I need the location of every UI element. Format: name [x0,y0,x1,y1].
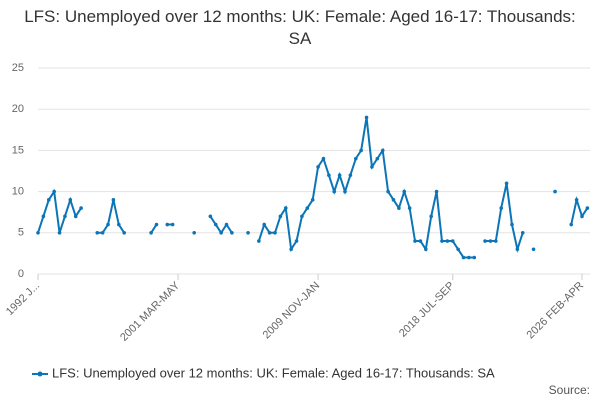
y-tick-label: 5 [18,227,24,239]
data-point [407,206,412,210]
data-point [456,247,460,252]
data-point [106,222,110,227]
data-point [472,255,477,260]
data-point [149,231,153,235]
data-point [424,247,428,252]
data-point [57,231,62,235]
data-point [316,165,320,169]
data-point [170,222,175,227]
data-point [79,206,83,210]
data-point [100,231,105,235]
data-point [359,148,363,153]
data-point [375,156,380,161]
data-point [294,239,299,243]
data-point [111,198,116,202]
data-point [257,239,261,243]
data-point [413,239,417,243]
data-point [273,231,277,235]
data-point [380,148,385,153]
data-point [574,198,579,202]
data-point [461,255,466,260]
data-point [397,206,401,210]
data-point [52,189,56,194]
source-label: Source: [549,383,590,397]
data-point [337,173,342,177]
data-point [391,198,396,202]
data-point [267,231,272,235]
data-point [310,198,315,202]
x-tick-label: 2018 JUL-SEP [397,280,457,340]
series-line [37,117,589,259]
x-tick-label: 2001 MAR-MAY [118,279,183,344]
data-point [95,231,100,235]
y-tick-label: 25 [12,62,24,74]
y-tick-label: 15 [12,144,24,156]
data-point [445,239,450,243]
data-point [165,222,170,227]
data-point [327,173,331,177]
data-point [283,206,288,210]
data-point [580,214,584,219]
data-point [230,231,234,235]
data-point [289,247,293,252]
data-point [122,231,126,235]
chart-title: LFS: Unemployed over 12 months: UK: Fema… [24,7,576,48]
data-point [154,222,159,227]
data-point [208,214,213,219]
data-point [219,231,223,235]
x-tick-label: 2009 NOV-JAN [261,280,323,342]
y-tick-label: 0 [18,268,24,280]
data-point [434,189,439,194]
legend-marker [37,371,43,377]
data-point [499,206,504,210]
data-point [46,198,51,202]
y-tick-label: 20 [12,103,24,115]
data-point [418,239,423,243]
data-point [224,222,229,227]
data-point [585,206,590,210]
data-point [440,239,444,243]
data-point [192,231,196,235]
data-point [569,222,574,227]
data-point [429,214,433,219]
data-point [353,156,358,161]
data-point [553,189,557,194]
data-point [450,239,455,243]
data-point [386,189,390,194]
data-point [531,247,536,252]
data-point [343,189,347,194]
data-point [73,214,78,219]
data-point [213,222,218,227]
data-point [504,181,509,186]
data-point [278,214,283,219]
legend-label: LFS: Unemployed over 12 months: UK: Fema… [52,365,495,380]
data-point [300,214,304,219]
data-point [520,231,525,235]
data-point [483,239,487,243]
data-point [36,231,40,235]
data-point [510,222,514,227]
data-point [364,115,369,120]
data-point [305,206,310,210]
data-point [262,222,267,227]
data-point [246,231,250,235]
data-point [402,189,407,194]
data-point [41,214,46,219]
data-point [332,189,337,194]
x-tick-label: 2026 FEB-APR [525,280,587,342]
data-point [116,222,121,227]
data-point [515,247,520,252]
data-point [68,198,73,202]
data-point [488,239,493,243]
data-point [63,214,67,219]
data-point [321,156,326,161]
data-point [348,173,353,177]
data-point [494,239,498,243]
data-point [467,255,471,260]
y-tick-label: 10 [12,186,24,198]
data-point [370,165,374,169]
x-tick-label: 1992 J... [4,280,42,318]
